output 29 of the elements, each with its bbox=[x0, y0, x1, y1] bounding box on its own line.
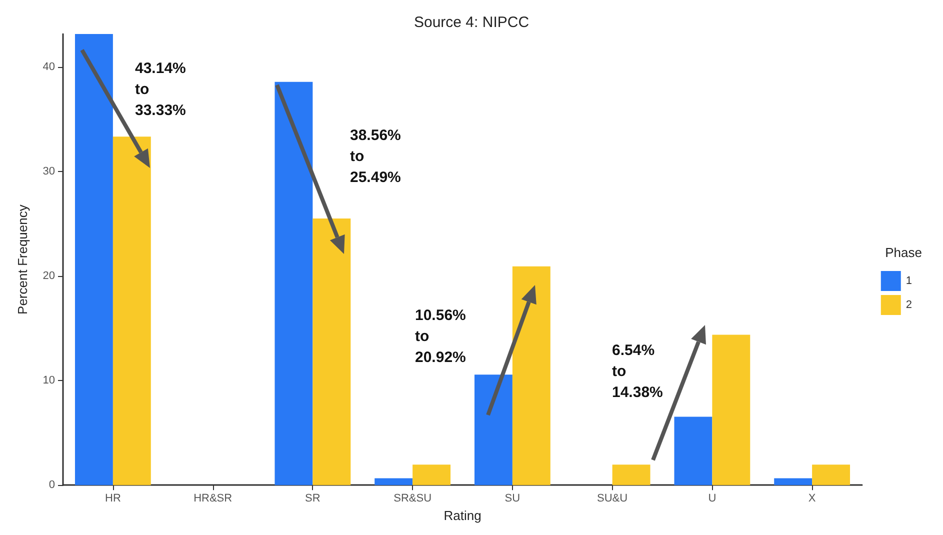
annotation: 38.56% to 25.49% bbox=[350, 127, 401, 186]
bar bbox=[712, 334, 750, 486]
x-tick-label: HR&SR bbox=[194, 492, 232, 505]
x-tick-label: HR bbox=[104, 492, 121, 505]
bar bbox=[612, 464, 650, 486]
y-axis-title: Percent Frequency bbox=[15, 204, 30, 314]
y-tick-label: 0 bbox=[48, 479, 55, 492]
x-tick-label: SU&U bbox=[597, 492, 628, 505]
legend-label: 1 bbox=[906, 275, 912, 287]
annotation: 43.14% to 33.33% bbox=[135, 60, 186, 119]
bar bbox=[774, 478, 812, 486]
annotation: 10.56% to 20.92% bbox=[415, 307, 466, 366]
y-tick-label: 10 bbox=[42, 374, 55, 387]
y-tick-label: 40 bbox=[42, 60, 55, 73]
chart-title: Source 4: NIPCC bbox=[414, 14, 530, 31]
x-tick-label: U bbox=[708, 492, 716, 505]
y-tick-label: 20 bbox=[42, 270, 55, 282]
x-tick-label: X bbox=[808, 492, 816, 505]
x-tick-label: SU bbox=[504, 492, 520, 505]
legend-title: Phase bbox=[885, 245, 922, 260]
legend-label: 2 bbox=[906, 299, 912, 311]
y-tick-label: 30 bbox=[42, 165, 55, 178]
x-tick-label: SR&SU bbox=[394, 492, 432, 505]
bar bbox=[374, 478, 413, 486]
x-tick-label: SR bbox=[305, 492, 320, 505]
x-axis-title: Rating bbox=[444, 508, 482, 523]
bar bbox=[812, 464, 850, 486]
bar bbox=[412, 464, 451, 486]
annotation: 6.54% to 14.38% bbox=[612, 342, 663, 401]
